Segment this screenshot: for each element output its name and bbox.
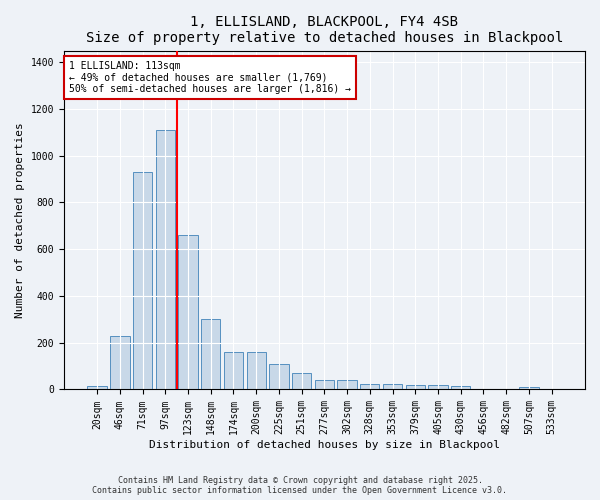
Bar	[292, 373, 311, 390]
Bar	[201, 320, 220, 390]
Bar	[383, 384, 402, 390]
Bar	[360, 384, 379, 390]
Bar	[247, 352, 266, 390]
Bar	[337, 380, 357, 390]
Bar	[269, 364, 289, 390]
X-axis label: Distribution of detached houses by size in Blackpool: Distribution of detached houses by size …	[149, 440, 500, 450]
Bar	[315, 380, 334, 390]
Bar	[88, 386, 107, 390]
Bar	[519, 387, 539, 390]
Bar	[451, 386, 470, 390]
Bar	[224, 352, 243, 390]
Text: 1 ELLISLAND: 113sqm
← 49% of detached houses are smaller (1,769)
50% of semi-det: 1 ELLISLAND: 113sqm ← 49% of detached ho…	[69, 60, 351, 94]
Y-axis label: Number of detached properties: Number of detached properties	[15, 122, 25, 318]
Bar	[110, 336, 130, 390]
Bar	[428, 385, 448, 390]
Bar	[406, 385, 425, 390]
Text: Contains HM Land Registry data © Crown copyright and database right 2025.
Contai: Contains HM Land Registry data © Crown c…	[92, 476, 508, 495]
Bar	[133, 172, 152, 390]
Bar	[178, 235, 197, 390]
Bar	[155, 130, 175, 390]
Title: 1, ELLISLAND, BLACKPOOL, FY4 4SB
Size of property relative to detached houses in: 1, ELLISLAND, BLACKPOOL, FY4 4SB Size of…	[86, 15, 563, 45]
